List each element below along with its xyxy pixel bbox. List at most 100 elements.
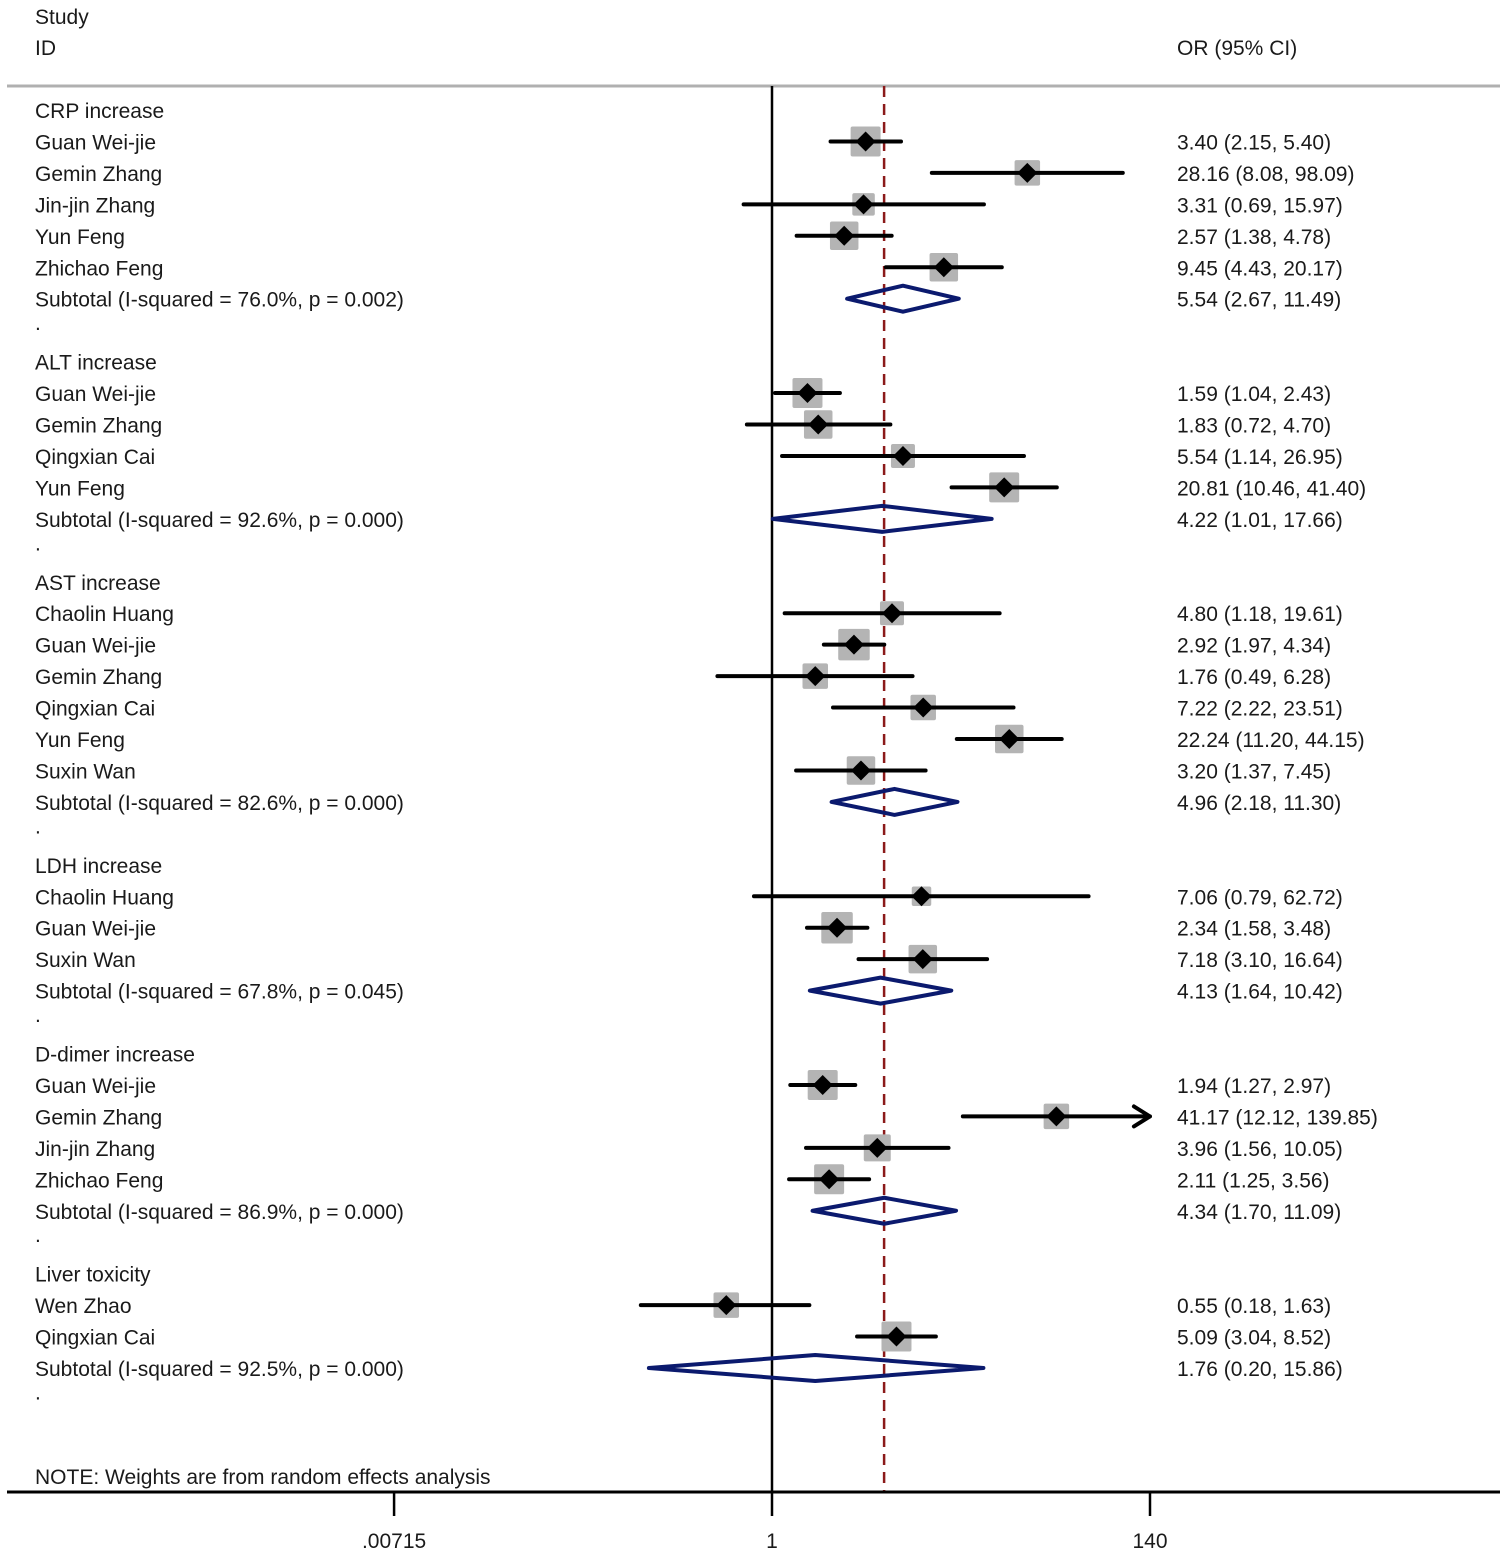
study-label: Jin-jin Zhang — [35, 1138, 155, 1161]
study-label: Qingxian Cai — [35, 1327, 155, 1350]
point-estimate — [716, 1295, 737, 1316]
effect-text: 7.06 (0.79, 62.72) — [1177, 886, 1343, 909]
point-estimate — [867, 1137, 888, 1158]
effect-text: 3.31 (0.69, 15.97) — [1177, 194, 1343, 217]
study-row: Yun Feng 20.81 (10.46, 41.40) — [35, 472, 1366, 503]
study-label: Jin-jin Zhang — [35, 194, 155, 217]
effect-text: 7.22 (2.22, 23.51) — [1177, 698, 1343, 721]
header-effect: OR (95% CI) — [1177, 37, 1297, 60]
group-label: AST increase — [35, 572, 161, 595]
point-estimate — [1017, 162, 1038, 183]
effect-text: 22.24 (11.20, 44.15) — [1177, 729, 1365, 752]
study-row: Gemin Zhang 1.76 (0.49, 6.28) — [35, 663, 1331, 689]
point-estimate — [819, 1169, 840, 1190]
study-row: Gemin Zhang 28.16 (8.08, 98.09) — [35, 160, 1354, 186]
point-estimate — [853, 194, 874, 215]
group-separator: . — [35, 1004, 41, 1027]
point-estimate — [855, 131, 876, 152]
group-label: Liver toxicity — [35, 1264, 151, 1287]
point-estimate — [994, 477, 1015, 498]
effect-text: 3.20 (1.37, 7.45) — [1177, 760, 1331, 783]
study-label: Yun Feng — [35, 729, 125, 752]
study-label: Gemin Zhang — [35, 1106, 162, 1129]
study-row: Yun Feng 22.24 (11.20, 44.15) — [35, 724, 1365, 754]
footnote: NOTE: Weights are from random effects an… — [35, 1466, 491, 1489]
effect-text: 5.54 (1.14, 26.95) — [1177, 446, 1343, 469]
point-estimate — [850, 760, 871, 781]
subtotal-label: Subtotal (I-squared = 86.9%, p = 0.000) — [35, 1201, 404, 1224]
subtotal-label: Subtotal (I-squared = 67.8%, p = 0.045) — [35, 981, 404, 1004]
point-estimate — [843, 634, 864, 655]
subtotal-diamond — [807, 975, 954, 1006]
study-label: Chaolin Huang — [35, 886, 174, 909]
effect-text: 28.16 (8.08, 98.09) — [1177, 163, 1354, 186]
effect-text: 41.17 (12.12, 139.85) — [1177, 1106, 1378, 1129]
study-row: Jin-jin Zhang 3.31 (0.69, 15.97) — [35, 193, 1343, 217]
point-estimate — [999, 729, 1020, 749]
point-estimate — [834, 225, 855, 246]
effect-text: 1.83 (0.72, 4.70) — [1177, 415, 1331, 438]
study-label: Gemin Zhang — [35, 163, 162, 186]
ci-arrow-icon — [1131, 1104, 1152, 1129]
group-label: CRP increase — [35, 100, 164, 123]
group-separator: . — [35, 1381, 41, 1404]
effect-text: 3.96 (1.56, 10.05) — [1177, 1138, 1343, 1161]
point-estimate — [913, 697, 934, 718]
subtotal-text: 1.76 (0.20, 15.86) — [1177, 1358, 1343, 1381]
point-estimate — [827, 917, 848, 938]
group-separator: . — [35, 532, 41, 555]
subtotal-text: 4.13 (1.64, 10.42) — [1177, 981, 1343, 1004]
effect-text: 1.59 (1.04, 2.43) — [1177, 383, 1331, 406]
study-row: Guan Wei-jie 2.34 (1.58, 3.48) — [35, 911, 1331, 944]
point-estimate — [911, 886, 932, 907]
effect-text: 1.76 (0.49, 6.28) — [1177, 666, 1331, 689]
subtotal-row: Subtotal (I-squared = 92.5%, p = 0.000) 1… — [35, 1353, 1343, 1383]
study-row: Suxin Wan 3.20 (1.37, 7.45) — [35, 756, 1331, 785]
study-row: Qingxian Cai 7.22 (2.22, 23.51) — [35, 694, 1343, 721]
subtotal-diamond — [770, 503, 994, 534]
effect-text: 4.80 (1.18, 19.61) — [1177, 603, 1343, 626]
subtotal-diamond — [646, 1353, 986, 1383]
x-tick-label: .00715 — [362, 1530, 426, 1553]
study-label: Yun Feng — [35, 477, 125, 500]
study-label: Suxin Wan — [35, 949, 136, 972]
study-row: Suxin Wan 7.18 (3.10, 16.64) — [35, 944, 1343, 974]
point-estimate — [805, 666, 826, 687]
study-label: Zhichao Feng — [35, 1169, 163, 1192]
subtotal-diamond — [810, 1195, 959, 1226]
study-label: Yun Feng — [35, 226, 125, 249]
group-label: LDH increase — [35, 855, 162, 878]
effect-text: 20.81 (10.46, 41.40) — [1177, 477, 1366, 500]
subtotal-row: Subtotal (I-squared = 86.9%, p = 0.000) 4… — [35, 1195, 1341, 1226]
subtotal-text: 4.22 (1.01, 17.66) — [1177, 509, 1343, 532]
study-row: Qingxian Cai 5.54 (1.14, 26.95) — [35, 443, 1343, 469]
study-row: Qingxian Cai 5.09 (3.04, 8.52) — [35, 1321, 1331, 1352]
effect-text: 2.57 (1.38, 4.78) — [1177, 226, 1331, 249]
study-label: Guan Wei-jie — [35, 383, 156, 406]
group-label: ALT increase — [35, 352, 157, 375]
subtotal-row: Subtotal (I-squared = 82.6%, p = 0.000) 4… — [35, 786, 1341, 817]
subtotal-text: 4.96 (2.18, 11.30) — [1177, 792, 1341, 815]
effect-text: 2.11 (1.25, 3.56) — [1177, 1169, 1330, 1192]
subtotal-text: 4.34 (1.70, 11.09) — [1177, 1201, 1341, 1224]
x-tick-label: 1 — [766, 1530, 778, 1553]
point-estimate — [886, 1326, 907, 1347]
study-label: Chaolin Huang — [35, 603, 174, 626]
point-estimate — [933, 257, 954, 278]
point-estimate — [808, 414, 829, 435]
x-axis-ticks: .00715 1 140 — [362, 1492, 1168, 1553]
subtotal-row: Subtotal (I-squared = 76.0%, p = 0.002) 5… — [35, 283, 1341, 314]
study-row: Jin-jin Zhang 3.96 (1.56, 10.05) — [35, 1134, 1343, 1162]
group-separator: . — [35, 815, 41, 838]
effect-text: 3.40 (2.15, 5.40) — [1177, 131, 1331, 154]
header-id: ID — [35, 37, 56, 60]
header-study: Study — [35, 6, 89, 29]
study-label: Qingxian Cai — [35, 446, 155, 469]
effect-text: 0.55 (0.18, 1.63) — [1177, 1295, 1331, 1318]
effect-text: 7.18 (3.10, 16.64) — [1177, 949, 1343, 972]
plot-rows: CRP increase Guan Wei-jie 3.40 (2.15, 5.40… — [35, 100, 1378, 1404]
effect-text: 5.09 (3.04, 8.52) — [1177, 1327, 1331, 1350]
subtotal-diamond — [845, 283, 961, 314]
effect-text: 9.45 (4.43, 20.17) — [1177, 257, 1343, 280]
